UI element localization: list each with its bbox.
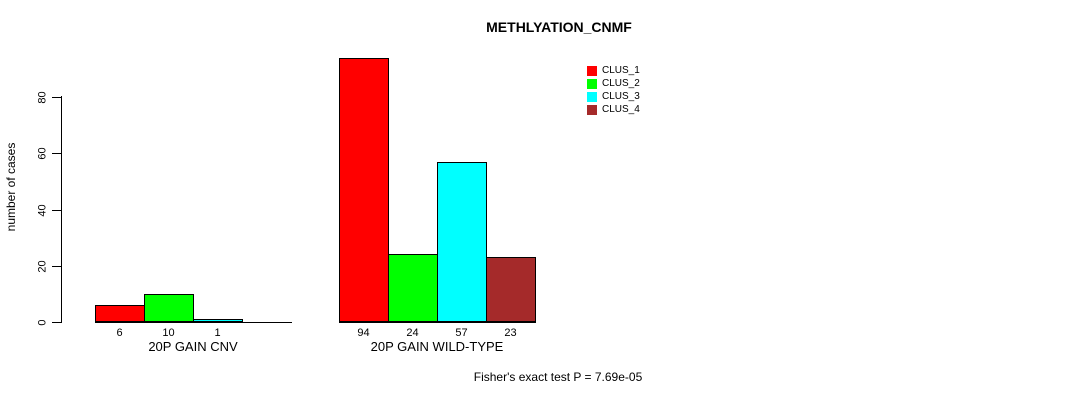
y-tick-mark <box>52 97 61 98</box>
legend-label: CLUS_1 <box>602 65 640 76</box>
chart-title: METHLYATION_CNMF <box>486 19 632 35</box>
legend-item-clus_2: CLUS_2 <box>587 77 640 90</box>
x-axis-baseline <box>95 322 292 323</box>
legend-item-clus_1: CLUS_1 <box>587 64 640 77</box>
y-tick-label: 0 <box>36 319 49 326</box>
y-tick-mark <box>52 266 61 267</box>
legend-label: CLUS_2 <box>602 78 640 89</box>
bar-value-label: 1 <box>214 327 221 339</box>
legend-label: CLUS_4 <box>602 104 640 115</box>
bar-clus_2 <box>144 294 194 322</box>
legend-swatch-clus_4 <box>587 104 597 115</box>
legend-label: CLUS_3 <box>602 91 640 102</box>
bar-value-label: 23 <box>504 327 517 339</box>
y-axis-line <box>61 96 62 323</box>
y-tick-label: 60 <box>36 147 49 160</box>
bar-value-label: 94 <box>357 327 370 339</box>
y-tick-mark <box>52 322 61 323</box>
bar-clus_3 <box>193 319 243 322</box>
legend-swatch-clus_2 <box>587 78 597 89</box>
y-tick-mark <box>52 153 61 154</box>
bar-clus_2 <box>388 254 438 322</box>
x-axis-baseline <box>339 322 536 323</box>
bar-clus_4 <box>486 257 536 322</box>
legend-item-clus_3: CLUS_3 <box>587 90 640 103</box>
legend-swatch-clus_3 <box>587 91 597 102</box>
y-tick-label: 20 <box>36 260 49 273</box>
y-tick-label: 40 <box>36 204 49 217</box>
bar-clus_3 <box>437 162 487 322</box>
bar-value-label: 6 <box>116 327 123 339</box>
y-tick-mark <box>52 210 61 211</box>
group-label: 20P GAIN CNV <box>148 339 238 354</box>
bar-clus_1 <box>95 305 145 322</box>
y-tick-label: 80 <box>36 91 49 104</box>
legend: CLUS_1 CLUS_2 CLUS_3 CLUS_4 <box>587 64 640 116</box>
y-axis-label: number of cases <box>4 142 18 232</box>
bar-value-label: 57 <box>455 327 468 339</box>
legend-swatch-clus_1 <box>587 65 597 76</box>
group-label: 20P GAIN WILD-TYPE <box>370 339 504 354</box>
bar-value-label: 24 <box>406 327 419 339</box>
legend-item-clus_4: CLUS_4 <box>587 103 640 116</box>
bar-value-label: 10 <box>162 327 175 339</box>
fisher-test-annotation: Fisher's exact test P = 7.69e-05 <box>473 370 643 384</box>
bar-clus_1 <box>339 58 389 322</box>
